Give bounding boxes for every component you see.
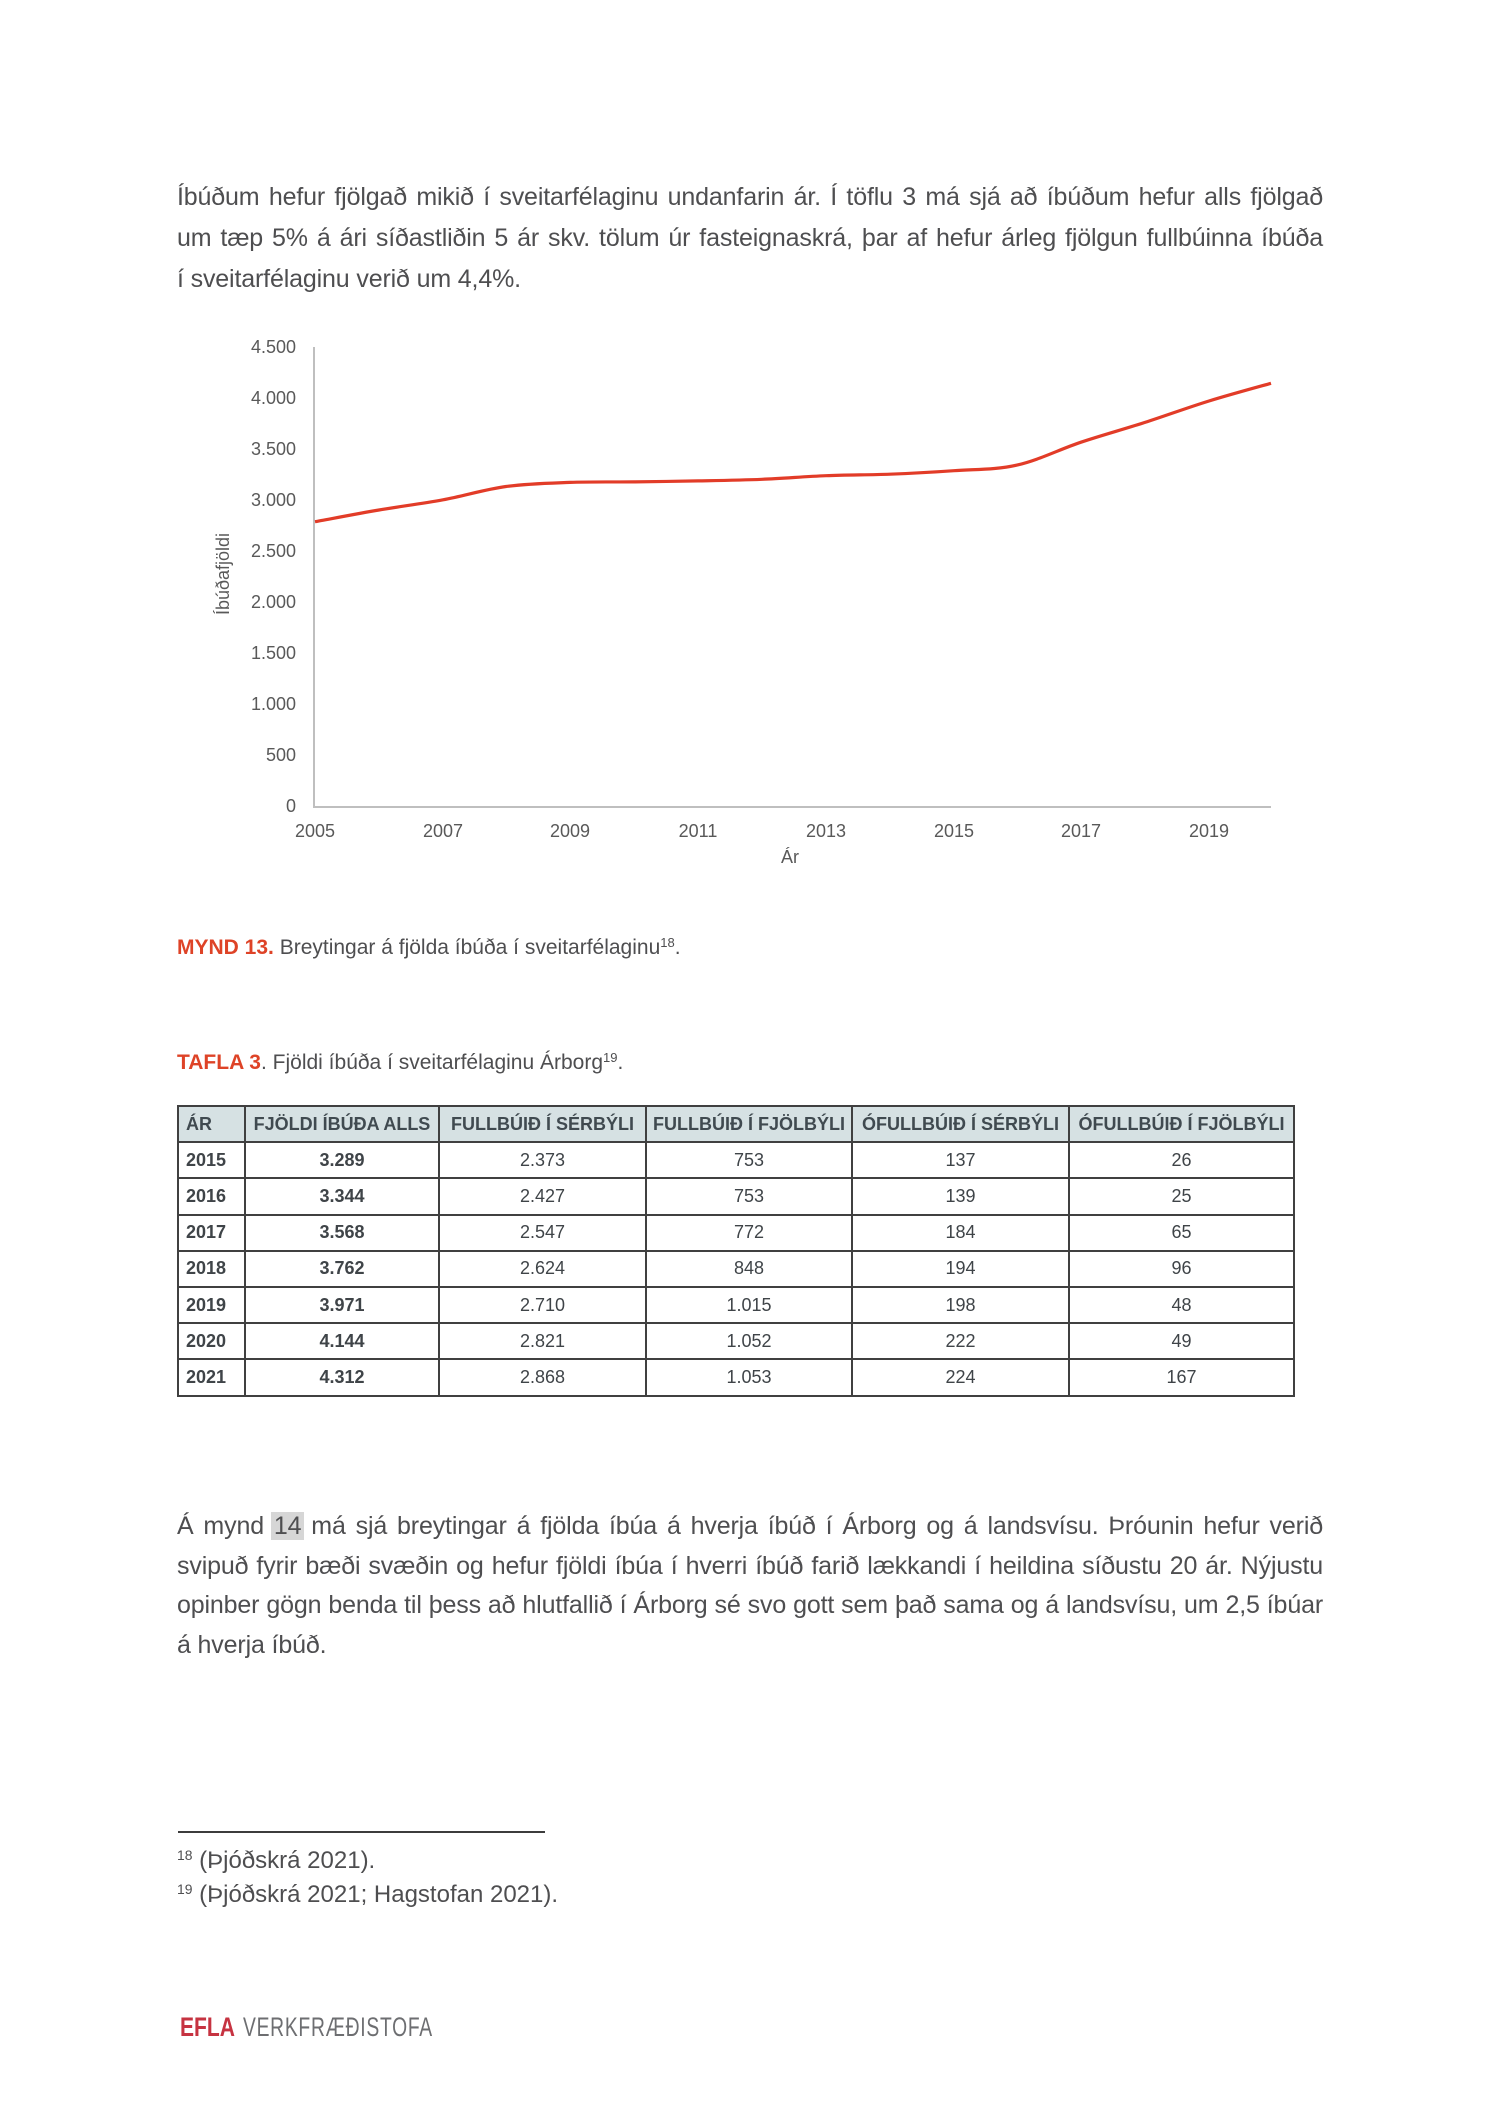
svg-text:2011: 2011 [679,821,718,841]
svg-text:2007: 2007 [423,821,463,841]
svg-text:2019: 2019 [1189,821,1229,841]
svg-text:2015: 2015 [934,821,974,841]
svg-text:3.000: 3.000 [251,490,296,510]
svg-text:500: 500 [266,745,296,765]
svg-text:2.500: 2.500 [251,541,296,561]
svg-text:2013: 2013 [806,821,846,841]
svg-text:4.000: 4.000 [251,388,296,408]
svg-text:2005: 2005 [295,821,335,841]
svg-text:2.000: 2.000 [251,592,296,612]
svg-text:Íbúðafjöldi: Íbúðafjöldi [213,533,233,615]
svg-text:2009: 2009 [550,821,590,841]
svg-text:4.500: 4.500 [251,337,296,357]
svg-text:3.500: 3.500 [251,439,296,459]
svg-text:2017: 2017 [1061,821,1101,841]
svg-text:1.000: 1.000 [251,694,296,714]
svg-text:0: 0 [286,796,296,816]
svg-text:Ár: Ár [781,847,799,867]
svg-text:1.500: 1.500 [251,643,296,663]
